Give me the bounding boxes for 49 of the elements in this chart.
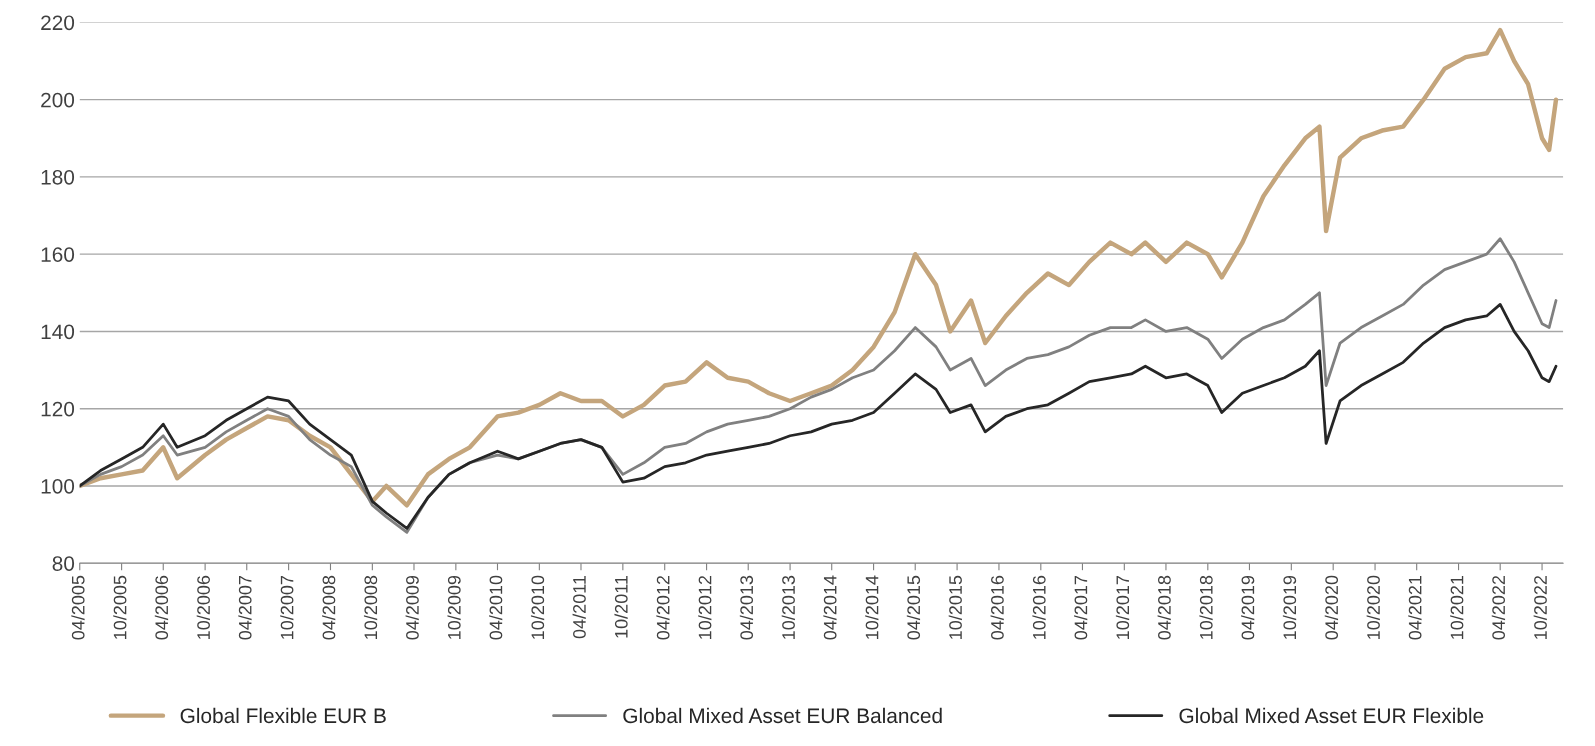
x-tick-label: 10/2013 bbox=[781, 575, 795, 639]
y-tick-label: 200 bbox=[41, 92, 75, 108]
x-tick-label: 10/2010 bbox=[530, 575, 545, 639]
legend-label: Global Flexible EUR B bbox=[180, 707, 386, 724]
x-tick-label: 04/2011 bbox=[572, 575, 586, 639]
x-tick-label: 04/2010 bbox=[489, 575, 503, 640]
line-series bbox=[79, 303, 1558, 530]
x-tick-label: 10/2008 bbox=[363, 575, 378, 639]
x-tick-label: 04/2013 bbox=[739, 575, 754, 640]
x-tick-label: 10/2015 bbox=[948, 575, 962, 639]
x-tick-label: 04/2017 bbox=[1074, 575, 1088, 640]
x-tick-label: 10/2007 bbox=[280, 575, 294, 639]
x-tick-label: 10/2017 bbox=[1115, 575, 1130, 639]
line-series bbox=[79, 27, 1559, 508]
x-tick-label: 04/2008 bbox=[322, 575, 336, 640]
x-tick-label: 10/2018 bbox=[1199, 575, 1213, 639]
x-tick-label: 10/2016 bbox=[1032, 575, 1046, 639]
x-tick-label: 10/2020 bbox=[1366, 575, 1380, 639]
y-tick-label: 80 bbox=[52, 556, 75, 571]
x-tick-label: 04/2020 bbox=[1324, 575, 1339, 640]
x-tick-label: 04/2018 bbox=[1157, 575, 1171, 640]
x-tick-label: 04/2015 bbox=[906, 575, 921, 640]
x-tick-label: 10/2022 bbox=[1533, 575, 1547, 639]
y-tick-label: 180 bbox=[41, 169, 75, 185]
x-tick-label: 04/2005 bbox=[71, 575, 85, 640]
x-tick-label: 04/2022 bbox=[1491, 575, 1506, 640]
legend-label: Global Mixed Asset EUR Flexible bbox=[1179, 707, 1484, 724]
y-tick-label: 100 bbox=[41, 478, 75, 494]
x-tick-label: 04/2016 bbox=[990, 575, 1004, 640]
x-tick-label: 04/2019 bbox=[1241, 575, 1255, 640]
y-tick-label: 120 bbox=[41, 401, 75, 417]
x-tick-label: 04/2014 bbox=[823, 575, 837, 640]
x-tick-label: 04/2012 bbox=[656, 575, 670, 640]
x-tick-label: 10/2012 bbox=[698, 575, 712, 639]
x-tick-label: 10/2021 bbox=[1450, 575, 1464, 639]
y-tick-label: 140 bbox=[41, 324, 75, 340]
x-tick-label: 10/2006 bbox=[196, 575, 210, 639]
x-tick-label: 10/2009 bbox=[447, 575, 461, 639]
legend-label: Global Mixed Asset EUR Balanced bbox=[623, 707, 942, 724]
x-tick-label: 10/2005 bbox=[113, 575, 127, 639]
y-tick-label: 220 bbox=[41, 15, 75, 31]
x-tick-label: 10/2014 bbox=[865, 575, 879, 639]
x-tick-label: 10/2011 bbox=[614, 575, 628, 638]
x-tick-label: 04/2006 bbox=[154, 575, 169, 640]
x-tick-label: 04/2007 bbox=[238, 575, 252, 640]
x-tick-label: 04/2021 bbox=[1408, 575, 1422, 640]
x-tick-label: 10/2019 bbox=[1282, 575, 1297, 639]
y-tick-label: 160 bbox=[41, 247, 75, 262]
x-tick-label: 04/2009 bbox=[405, 575, 419, 640]
